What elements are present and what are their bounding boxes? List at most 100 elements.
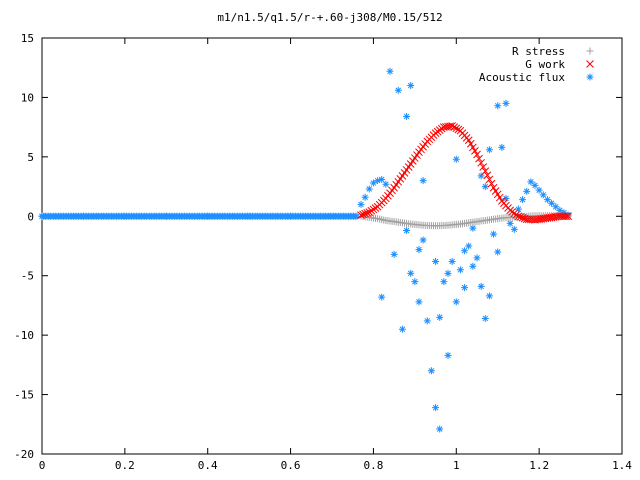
data-point — [494, 248, 502, 256]
data-point — [372, 214, 379, 222]
data-point — [369, 205, 378, 214]
data-point — [479, 217, 487, 225]
data-point — [463, 219, 471, 227]
data-point — [415, 246, 423, 254]
data-point — [361, 209, 369, 218]
data-point — [432, 257, 440, 265]
data-point — [498, 143, 506, 151]
data-point — [543, 214, 552, 222]
data-point — [378, 293, 386, 301]
data-point — [531, 181, 539, 189]
data-point — [361, 193, 369, 201]
legend-label: Acoustic flux — [479, 71, 565, 84]
data-point — [436, 425, 444, 433]
data-point — [411, 278, 419, 286]
data-point — [556, 206, 564, 214]
data-point — [456, 266, 464, 274]
data-point — [436, 313, 444, 321]
data-point — [535, 186, 543, 194]
y-tick-label: 10 — [21, 91, 34, 104]
data-point — [444, 269, 452, 277]
x-tick-label: 0.2 — [115, 459, 135, 472]
x-tick-label: 0.6 — [281, 459, 301, 472]
data-point — [444, 122, 452, 131]
x-tick-label: 1.4 — [612, 459, 632, 472]
data-point — [488, 216, 495, 224]
data-point — [374, 177, 382, 185]
data-point — [519, 196, 527, 204]
data-point — [514, 205, 522, 213]
series-g-work — [357, 122, 572, 224]
data-point — [394, 86, 402, 94]
data-point — [527, 215, 535, 224]
data-point — [512, 210, 521, 219]
data-point — [413, 151, 421, 159]
data-point — [485, 175, 494, 184]
legend-label: G work — [525, 58, 565, 71]
data-point — [477, 282, 485, 290]
data-point — [388, 186, 396, 195]
data-point — [444, 351, 452, 359]
plot-frame — [41, 37, 623, 455]
data-point — [527, 178, 535, 186]
data-point — [502, 99, 510, 107]
data-point — [450, 123, 459, 131]
data-point — [552, 203, 560, 211]
y-tick-label: 15 — [21, 32, 34, 45]
y-tick-label: -5 — [21, 270, 34, 283]
data-point — [461, 247, 469, 255]
data-point — [466, 139, 475, 148]
legend-label: R stress — [512, 45, 565, 58]
data-point — [382, 180, 390, 188]
data-point — [407, 269, 415, 277]
data-point — [448, 257, 456, 265]
data-point — [454, 220, 462, 228]
data-point — [328, 212, 336, 220]
data-point — [485, 146, 493, 154]
x-tick-label: 0.4 — [198, 459, 218, 472]
y-tick-label: -10 — [14, 329, 34, 342]
data-point — [516, 213, 525, 221]
data-point — [452, 298, 460, 306]
data-point — [523, 187, 531, 195]
legend-marker — [586, 47, 594, 55]
data-point — [461, 284, 469, 292]
data-point — [432, 404, 440, 412]
data-point — [403, 227, 411, 235]
data-point — [405, 220, 413, 228]
data-point — [551, 213, 560, 221]
data-point — [419, 236, 427, 244]
x-tick-label: 0.8 — [363, 459, 383, 472]
data-point — [502, 194, 510, 202]
data-point — [407, 82, 415, 90]
data-point — [483, 171, 492, 180]
data-point — [398, 325, 406, 333]
data-point — [560, 212, 568, 221]
data-point — [245, 212, 253, 220]
data-point — [506, 219, 514, 227]
data-point — [386, 67, 394, 75]
legend-marker — [586, 73, 594, 81]
data-point — [543, 196, 551, 204]
data-point — [452, 124, 461, 133]
data-point — [440, 278, 448, 286]
data-point — [539, 191, 547, 199]
data-point — [510, 225, 518, 233]
data-point — [287, 212, 295, 220]
data-point — [121, 212, 129, 220]
data-point — [485, 292, 493, 300]
data-point — [403, 112, 411, 120]
data-point — [378, 175, 386, 183]
data-point — [490, 230, 498, 238]
series-acoustic-flux — [38, 67, 572, 433]
data-point — [481, 167, 490, 175]
data-point — [495, 193, 504, 202]
x-tick-label: 1 — [453, 459, 460, 472]
x-tick-label: 1.2 — [529, 459, 549, 472]
data-point — [462, 133, 471, 142]
data-point — [548, 199, 556, 207]
x-tick-label: 0 — [39, 459, 46, 472]
